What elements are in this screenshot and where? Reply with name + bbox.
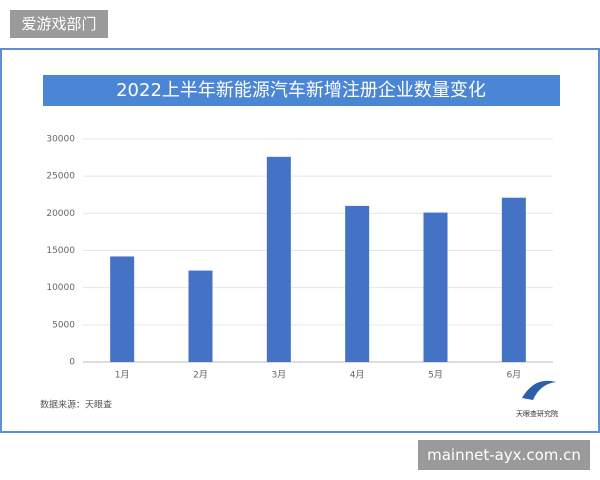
x-tick-label: 4月	[350, 370, 365, 381]
logo-text: 天眼查研究院	[516, 409, 558, 418]
bar	[266, 156, 291, 362]
y-tick-label: 5000	[52, 320, 75, 330]
x-tick-label: 1月	[115, 370, 130, 381]
x-tick-label: 6月	[506, 370, 521, 381]
title-banner	[43, 75, 560, 106]
y-tick-label: 10000	[46, 283, 75, 293]
chart-title: 2022上半年新能源汽车新增注册企业数量变化	[116, 80, 486, 101]
bar	[501, 197, 526, 362]
x-tick-label: 5月	[428, 370, 443, 381]
x-tick-label: 2月	[193, 370, 208, 381]
source: 数据来源：天眼查	[40, 399, 112, 411]
tag-label: 爱游戏部门	[10, 10, 108, 38]
bar	[345, 205, 370, 362]
bar	[110, 256, 135, 362]
panel	[0, 48, 600, 433]
y-tick-label: 0	[69, 358, 75, 368]
y-tick-label: 25000	[46, 172, 75, 182]
chart: 2022上半年新能源汽车新增注册企业数量变化 数据来源：天眼查 天眼查研究院 0…	[0, 48, 600, 433]
y-tick-label: 15000	[46, 246, 75, 256]
bar	[423, 212, 448, 362]
y-tick-label: 20000	[46, 209, 75, 219]
bar	[188, 270, 213, 362]
url-label: mainnet-ayx.com.cn	[418, 440, 590, 470]
x-tick-label: 3月	[271, 370, 286, 381]
logo-icon	[522, 380, 556, 400]
y-tick-label: 30000	[46, 135, 75, 145]
